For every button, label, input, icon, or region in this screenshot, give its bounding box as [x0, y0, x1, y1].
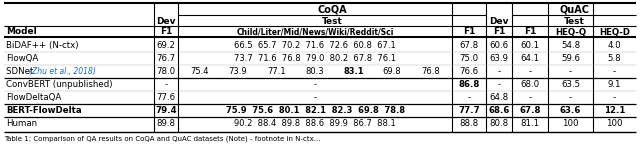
Text: 5.8: 5.8	[608, 54, 621, 63]
Text: 69.2: 69.2	[157, 41, 175, 50]
Text: QuAC: QuAC	[559, 4, 589, 14]
Text: 100: 100	[563, 119, 579, 128]
Text: 83.1: 83.1	[343, 67, 364, 76]
Text: 9.1: 9.1	[608, 80, 621, 89]
Text: ConvBERT (unpublished): ConvBERT (unpublished)	[6, 80, 113, 89]
Text: 68.6: 68.6	[488, 106, 509, 115]
Text: -: -	[497, 80, 500, 89]
Text: F1: F1	[524, 28, 536, 37]
Text: 75.9  75.6  80.1  82.1  82.3  69.8  78.8: 75.9 75.6 80.1 82.1 82.3 69.8 78.8	[225, 106, 404, 115]
Text: 89.8: 89.8	[157, 119, 175, 128]
Text: 4.0: 4.0	[608, 41, 621, 50]
Text: 54.8: 54.8	[561, 41, 580, 50]
Text: 76.8: 76.8	[421, 67, 440, 76]
Text: -: -	[529, 67, 532, 76]
Text: 60.1: 60.1	[520, 41, 540, 50]
Text: 90.2  88.4  89.8  88.6  89.9  86.7  88.1: 90.2 88.4 89.8 88.6 89.9 86.7 88.1	[234, 119, 396, 128]
Text: Test: Test	[564, 17, 584, 25]
Text: 12.1: 12.1	[604, 106, 625, 115]
Text: 77.6: 77.6	[156, 93, 175, 102]
Text: 66.5  65.7  70.2  71.6  72.6  60.8  67.1: 66.5 65.7 70.2 71.6 72.6 60.8 67.1	[234, 41, 396, 50]
Text: 73.9: 73.9	[228, 67, 247, 76]
Text: 75.0: 75.0	[460, 54, 479, 63]
Text: -: -	[314, 93, 317, 102]
Text: 64.1: 64.1	[520, 54, 540, 63]
Text: Child/Liter/Mid/News/Wiki/Reddit/Sci: Child/Liter/Mid/News/Wiki/Reddit/Sci	[236, 28, 394, 37]
Text: FlowDeltaQA: FlowDeltaQA	[6, 93, 61, 102]
Text: 64.8: 64.8	[490, 93, 509, 102]
Text: 80.3: 80.3	[306, 67, 324, 76]
Text: 79.4: 79.4	[155, 106, 177, 115]
Text: (Zhu et al., 2018): (Zhu et al., 2018)	[29, 67, 96, 76]
Text: 67.8: 67.8	[460, 41, 479, 50]
Text: 69.8: 69.8	[383, 67, 401, 76]
Text: BiDAF++ (N-ctx): BiDAF++ (N-ctx)	[6, 41, 79, 50]
Text: Model: Model	[6, 28, 36, 37]
Text: -: -	[164, 80, 168, 89]
Text: -: -	[467, 93, 470, 102]
Text: -: -	[497, 67, 500, 76]
Text: 80.8: 80.8	[490, 119, 509, 128]
Text: 88.8: 88.8	[460, 119, 479, 128]
Text: 63.5: 63.5	[561, 80, 580, 89]
Text: 60.6: 60.6	[490, 41, 509, 50]
Text: CoQA: CoQA	[317, 4, 347, 14]
Text: -: -	[613, 67, 616, 76]
Text: 77.1: 77.1	[267, 67, 285, 76]
Text: 100: 100	[606, 119, 623, 128]
Text: BERT-FlowDelta: BERT-FlowDelta	[6, 106, 82, 115]
Text: SDNet: SDNet	[6, 67, 36, 76]
Text: FlowQA: FlowQA	[6, 54, 38, 63]
Text: 75.4: 75.4	[190, 67, 209, 76]
Text: F1: F1	[463, 28, 475, 37]
Text: -: -	[529, 93, 532, 102]
Text: -: -	[569, 93, 572, 102]
Text: 76.6: 76.6	[460, 67, 479, 76]
Text: 67.8: 67.8	[519, 106, 541, 115]
Text: HEQ-Q: HEQ-Q	[555, 28, 586, 37]
Text: Dev: Dev	[489, 17, 509, 25]
Text: -: -	[569, 67, 572, 76]
Text: Human: Human	[6, 119, 37, 128]
Text: 63.6: 63.6	[560, 106, 581, 115]
Text: HEQ-D: HEQ-D	[599, 28, 630, 37]
Text: 76.7: 76.7	[156, 54, 175, 63]
Text: 68.0: 68.0	[520, 80, 540, 89]
Text: 86.8: 86.8	[458, 80, 480, 89]
Text: Table 1: Comparison of QA results on CoQA and QuAC datasets (Note) - footnote in: Table 1: Comparison of QA results on CoQ…	[4, 136, 321, 142]
Text: -: -	[613, 93, 616, 102]
Text: 73.7  71.6  76.8  79.0  80.2  67.8  76.1: 73.7 71.6 76.8 79.0 80.2 67.8 76.1	[234, 54, 396, 63]
Text: 59.6: 59.6	[561, 54, 580, 63]
Text: -: -	[314, 80, 317, 89]
Text: 77.7: 77.7	[458, 106, 480, 115]
Text: F1: F1	[493, 28, 505, 37]
Text: 63.9: 63.9	[490, 54, 509, 63]
Text: F1: F1	[160, 28, 172, 37]
Text: 78.0: 78.0	[156, 67, 175, 76]
Text: Test: Test	[321, 17, 342, 25]
Text: 81.1: 81.1	[520, 119, 540, 128]
Text: Dev: Dev	[156, 17, 176, 25]
